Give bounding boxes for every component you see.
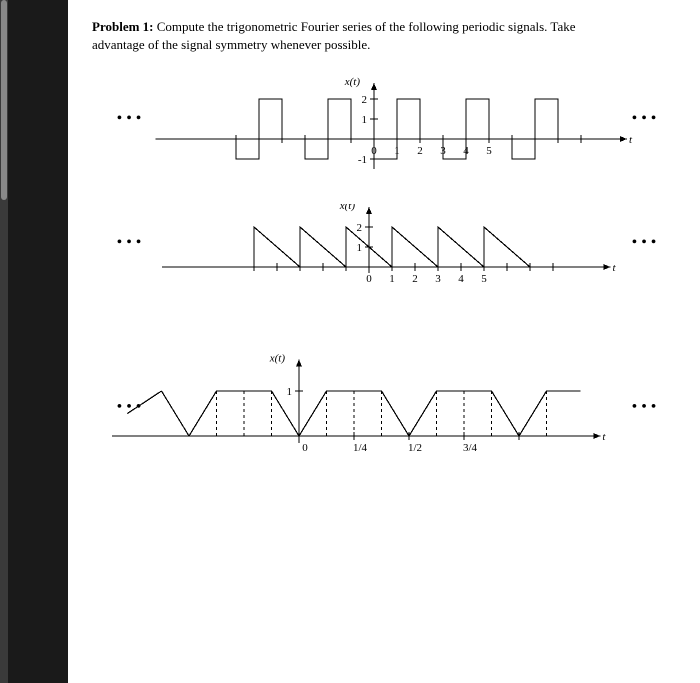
svg-text:0: 0	[302, 442, 308, 454]
document-page: Problem 1: Compute the trigonometric Fou…	[68, 0, 700, 683]
svg-text:2: 2	[417, 145, 423, 157]
svg-text:t: t	[629, 134, 633, 146]
svg-text:x(t): x(t)	[344, 76, 361, 88]
svg-text:• • •: • • •	[632, 110, 657, 127]
problem-text-line1: Compute the trigonometric Fourier series…	[157, 19, 576, 34]
svg-text:4: 4	[458, 273, 464, 285]
svg-text:2: 2	[412, 273, 418, 285]
svg-text:1: 1	[389, 273, 395, 285]
svg-text:1/2: 1/2	[408, 442, 422, 454]
svg-text:5: 5	[486, 145, 492, 157]
figure-1-square-wave: x(t)t21-1012345• • •• • •	[104, 64, 664, 204]
svg-text:• • •: • • •	[117, 110, 142, 127]
svg-text:-1: -1	[358, 154, 367, 166]
svg-text:• • •: • • •	[632, 234, 657, 251]
svg-text:1: 1	[357, 242, 363, 254]
svg-text:3: 3	[435, 273, 441, 285]
page-dark-margin	[8, 0, 68, 683]
svg-text:1: 1	[287, 386, 293, 398]
problem-statement: Problem 1: Compute the trigonometric Fou…	[92, 18, 676, 54]
svg-text:5: 5	[481, 273, 487, 285]
problem-title: Problem 1:	[92, 19, 154, 34]
svg-text:• • •: • • •	[117, 399, 142, 416]
scrollbar[interactable]	[0, 0, 8, 683]
svg-text:2: 2	[357, 222, 363, 234]
svg-text:3/4: 3/4	[463, 442, 478, 454]
svg-text:2: 2	[362, 94, 368, 106]
svg-text:1/4: 1/4	[353, 442, 368, 454]
svg-text:t: t	[602, 431, 606, 443]
svg-text:• • •: • • •	[117, 234, 142, 251]
svg-text:0: 0	[366, 273, 372, 285]
svg-text:1: 1	[362, 114, 368, 126]
svg-text:x(t): x(t)	[269, 354, 286, 365]
scrollbar-thumb[interactable]	[1, 0, 7, 200]
problem-text-line2: advantage of the signal symmetry wheneve…	[92, 37, 370, 52]
svg-text:• • •: • • •	[632, 399, 657, 416]
svg-text:x(t): x(t)	[339, 204, 356, 212]
figure-2-sawtooth-wave: x(t) t 2 1 0 1 2 3 4 5 • • • • • •	[104, 204, 664, 354]
figure-3-trapezoid-wave: x(t) t 1 0 1/4 1/2 3/4 • • • • • •	[104, 354, 664, 514]
svg-text:t: t	[613, 262, 617, 274]
